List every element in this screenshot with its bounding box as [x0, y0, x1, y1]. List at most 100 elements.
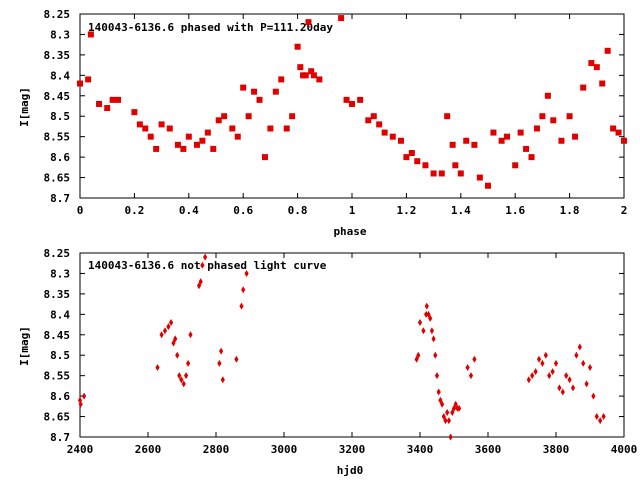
data-point	[316, 76, 323, 83]
data-point	[159, 331, 164, 339]
data-point	[181, 380, 186, 388]
data-point	[472, 355, 477, 363]
y-tick-label: 8.65	[44, 411, 71, 424]
x-tick-label: 2400	[67, 443, 94, 456]
data-point	[204, 129, 211, 136]
data-point	[77, 80, 83, 87]
data-point	[403, 154, 410, 161]
data-point	[438, 170, 445, 177]
data-point	[610, 125, 617, 132]
data-point	[443, 417, 448, 425]
y-tick-label: 8.3	[50, 28, 70, 41]
y-tick-label: 8.7	[50, 431, 70, 444]
y-tick-label: 8.45	[44, 329, 71, 342]
data-point	[203, 253, 208, 261]
data-point	[310, 72, 317, 79]
data-point	[543, 351, 548, 359]
data-point	[85, 76, 92, 83]
data-point	[422, 162, 429, 169]
data-point	[498, 137, 505, 144]
data-point	[414, 158, 421, 165]
x-tick-label: 0.6	[233, 204, 253, 217]
data-point	[166, 125, 173, 132]
data-point	[457, 170, 464, 177]
data-point	[193, 141, 200, 148]
data-point	[220, 376, 225, 384]
data-point	[539, 113, 546, 120]
data-point	[431, 335, 436, 343]
data-point	[414, 355, 419, 363]
data-point	[278, 76, 285, 83]
data-point	[429, 327, 434, 335]
data-point	[162, 327, 168, 335]
data-point	[283, 125, 290, 132]
data-point	[572, 133, 579, 140]
y-tick-label: 8.35	[44, 288, 71, 301]
x-tick-label: 3400	[407, 443, 434, 456]
data-point	[540, 359, 545, 367]
data-point	[365, 117, 372, 124]
y-tick-label: 8.5	[50, 110, 70, 123]
data-point	[376, 121, 383, 128]
data-point	[408, 150, 415, 157]
data-point	[490, 129, 497, 136]
data-point	[438, 396, 443, 404]
data-point	[185, 133, 192, 140]
data-point	[308, 68, 315, 75]
x-tick-label: 2600	[135, 443, 162, 456]
data-point	[463, 137, 470, 144]
data-point	[244, 269, 249, 277]
y-tick-label: 8.4	[50, 69, 70, 82]
x-tick-label: 2	[621, 204, 628, 217]
data-point	[604, 47, 611, 54]
data-point	[155, 363, 160, 371]
data-point	[593, 64, 600, 71]
data-point	[570, 384, 576, 392]
data-point	[289, 113, 296, 120]
data-point	[526, 376, 531, 384]
data-point	[357, 96, 364, 103]
data-point	[594, 413, 599, 421]
data-point	[158, 121, 165, 128]
data-point	[147, 133, 154, 140]
data-point	[615, 129, 622, 136]
x-tick-label: 1.2	[396, 204, 416, 217]
data-point	[424, 302, 429, 310]
data-point	[584, 380, 589, 388]
data-point	[198, 278, 203, 286]
data-point	[476, 174, 483, 181]
data-point	[131, 109, 138, 116]
x-tick-label: 1.4	[451, 204, 471, 217]
y-tick-label: 8.7	[50, 192, 70, 205]
x-tick-label: 4000	[611, 443, 638, 456]
data-point	[104, 105, 111, 112]
data-point	[504, 133, 511, 140]
plot-title: 140043-6136.6 not phased light curve	[88, 259, 327, 272]
data-point	[465, 363, 470, 371]
data-point	[430, 170, 437, 177]
data-point	[109, 96, 116, 103]
data-point	[533, 368, 538, 376]
data-point	[241, 286, 246, 294]
data-point	[550, 117, 557, 124]
data-point	[302, 72, 309, 79]
data-point	[272, 88, 279, 95]
data-point	[566, 113, 573, 120]
data-point	[588, 60, 595, 67]
data-point	[389, 133, 396, 140]
y-axis-title: I[mag]	[18, 87, 31, 127]
data-point	[567, 376, 572, 384]
data-point	[580, 84, 587, 91]
phased-light-curve-plot: 140043-6136.6 phased with P=111.20day ph…	[18, 8, 627, 238]
x-tick-label: 0.2	[124, 204, 144, 217]
data-point	[530, 372, 535, 380]
data-point	[267, 125, 274, 132]
y-tick-label: 8.65	[44, 172, 71, 185]
data-point	[381, 129, 388, 136]
data-point	[560, 388, 565, 396]
data-point	[457, 404, 462, 412]
data-point	[416, 351, 421, 359]
data-point	[186, 359, 191, 367]
data-point	[294, 43, 301, 50]
data-point	[450, 408, 455, 416]
